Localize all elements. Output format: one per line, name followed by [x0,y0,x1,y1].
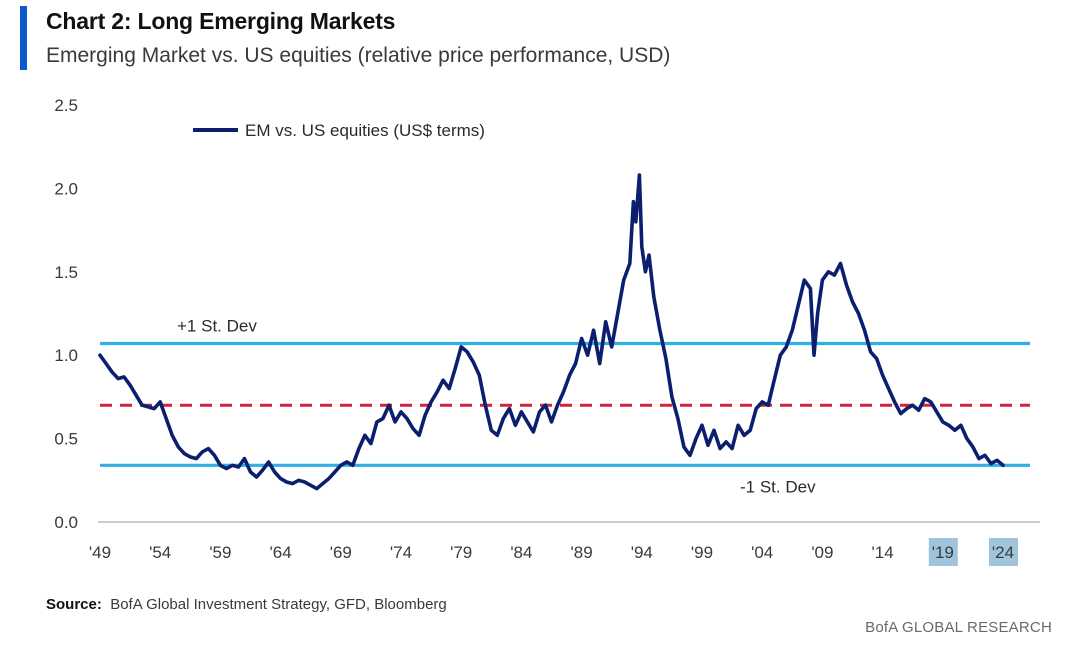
source-label: Source: [46,596,102,613]
source-text: BofA Global Investment Strategy, GFD, Bl… [110,596,447,613]
x-tick-label: '89 [571,543,593,562]
y-tick-label: 0.0 [54,513,78,532]
legend-label: EM vs. US equities (US$ terms) [245,121,485,140]
chart-subtitle: Emerging Market vs. US equities (relativ… [46,44,671,67]
x-tick-label: '79 [450,543,472,562]
x-tick-label: '64 [270,543,292,562]
reference-line-labels: +1 St. Dev -1 St. Dev [177,317,816,497]
x-axis-ticks: '49 '54 '59 '64 '69 '74 '79 '84 '89 '94 '99 '04 '09 '… [89,538,1018,566]
y-tick-label: 1.0 [54,346,78,365]
x-tick-label: '94 [631,543,653,562]
y-tick-label: 2.5 [54,96,78,115]
x-tick-label: '69 [330,543,352,562]
x-tick-label: '49 [89,543,111,562]
chart-area: 0.0 0.5 1.0 1.5 2.0 2.5 '49 '54 '59 '64 '69 '74 '79… [54,96,1040,566]
x-tick-label: '84 [510,543,532,562]
x-tick-label: '14 [872,543,894,562]
y-axis-ticks: 0.0 0.5 1.0 1.5 2.0 2.5 [54,96,78,532]
y-tick-label: 0.5 [54,430,78,449]
minus-1-stdev-label: -1 St. Dev [740,477,816,496]
x-tick-highlight [989,538,1018,566]
x-tick-label: '09 [811,543,833,562]
series-line-em-vs-us [98,173,1005,491]
y-tick-label: 2.0 [54,179,78,198]
brand-footer: BofA GLOBAL RESEARCH [865,619,1052,636]
x-tick-label: '04 [751,543,773,562]
x-tick-label: '59 [209,543,231,562]
chart-title: Chart 2: Long Emerging Markets [46,8,396,34]
reference-lines [100,341,1030,467]
title-accent-bar [20,6,27,70]
y-tick-label: 1.5 [54,263,78,282]
x-tick-label: '54 [149,543,171,562]
legend: EM vs. US equities (US$ terms) [193,121,485,140]
x-tick-label: '19 [932,543,954,562]
x-tick-label: '24 [992,543,1014,562]
x-tick-label: '99 [691,543,713,562]
x-tick-highlight [928,538,958,566]
plus-1-stdev-label: +1 St. Dev [177,317,257,336]
source-note: Source: BofA Global Investment Strategy,… [46,596,447,613]
x-tick-label: '74 [390,543,412,562]
